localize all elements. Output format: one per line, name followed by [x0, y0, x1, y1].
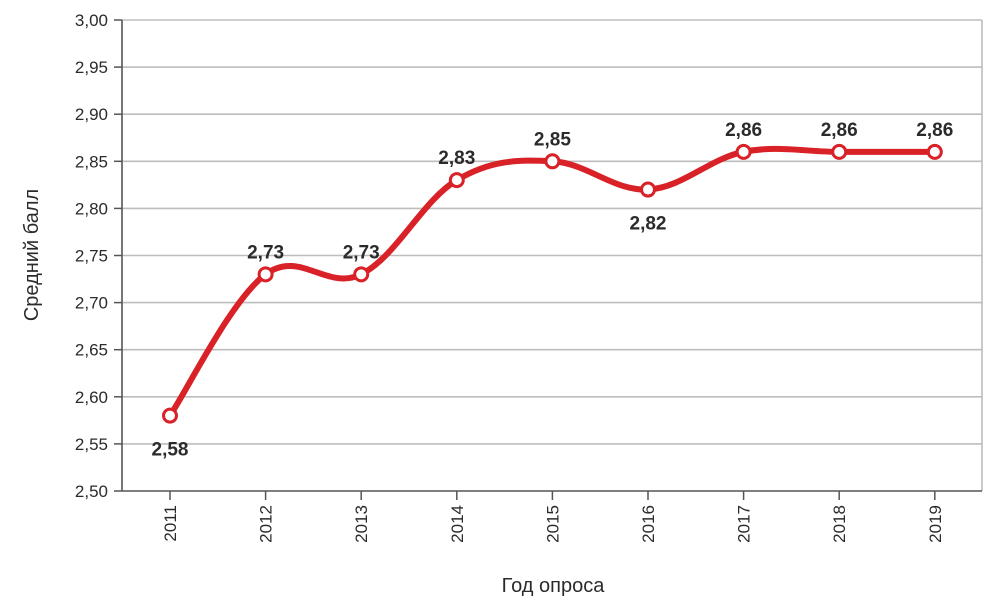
- data-point: [544, 153, 561, 170]
- y-tick-label: 2,90: [75, 105, 108, 124]
- x-tick-label: 2015: [543, 505, 562, 543]
- x-tick-label: 2019: [926, 505, 945, 543]
- gridlines: [122, 19, 982, 445]
- x-axis-ticks: 2011 2012 2013 2014 2015 2016 2017 2018 2019: [161, 491, 945, 543]
- y-tick-label: 2,50: [75, 482, 108, 501]
- data-points: [162, 143, 943, 424]
- data-point: [640, 181, 656, 198]
- data-point: [353, 266, 370, 283]
- x-tick-label: 2013: [352, 505, 371, 543]
- data-label: 2,86: [821, 120, 858, 141]
- x-tick-label: 2017: [735, 505, 754, 543]
- data-label: 2,83: [438, 148, 475, 169]
- x-tick-label: 2011: [161, 505, 180, 542]
- data-point: [162, 407, 178, 424]
- data-point: [926, 143, 943, 160]
- data-label: 2,82: [630, 214, 667, 235]
- data-label: 2,58: [152, 440, 189, 461]
- x-tick-label: 2014: [448, 505, 467, 543]
- data-point: [448, 172, 465, 189]
- data-label: 2,86: [916, 120, 953, 141]
- x-axis-title: Год опроса: [502, 575, 606, 597]
- data-label: 2,73: [343, 242, 380, 263]
- y-tick-label: 3,00: [75, 11, 108, 30]
- x-tick-label: 2012: [257, 505, 276, 543]
- y-tick-label: 2,65: [75, 341, 108, 360]
- data-point: [831, 143, 848, 160]
- y-tick-label: 2,55: [75, 435, 108, 454]
- y-axis-title: Средний балл: [21, 189, 43, 321]
- x-tick-label: 2018: [830, 505, 849, 543]
- y-tick-label: 2,80: [75, 199, 108, 218]
- data-label: 2,86: [725, 120, 762, 141]
- data-point: [735, 143, 752, 160]
- x-tick-label: 2016: [639, 505, 658, 543]
- y-tick-label: 2,95: [75, 58, 108, 77]
- y-tick-label: 2,60: [75, 388, 108, 407]
- data-labels: 2,58 2,73 2,73 2,83 2,85 2,82 2,86 2,86 2,86: [152, 120, 954, 461]
- y-tick-label: 2,70: [75, 294, 108, 313]
- y-tick-label: 2,75: [75, 247, 108, 266]
- data-label: 2,73: [247, 242, 284, 263]
- y-tick-label: 2,85: [75, 152, 108, 171]
- data-point: [257, 266, 274, 283]
- data-label: 2,85: [534, 129, 571, 150]
- series-line: [167, 145, 938, 419]
- y-axis-ticks: 2,50 2,55 2,60 2,65 2,70 2,75 2,80 2,85 2,90 2,95…: [75, 11, 122, 501]
